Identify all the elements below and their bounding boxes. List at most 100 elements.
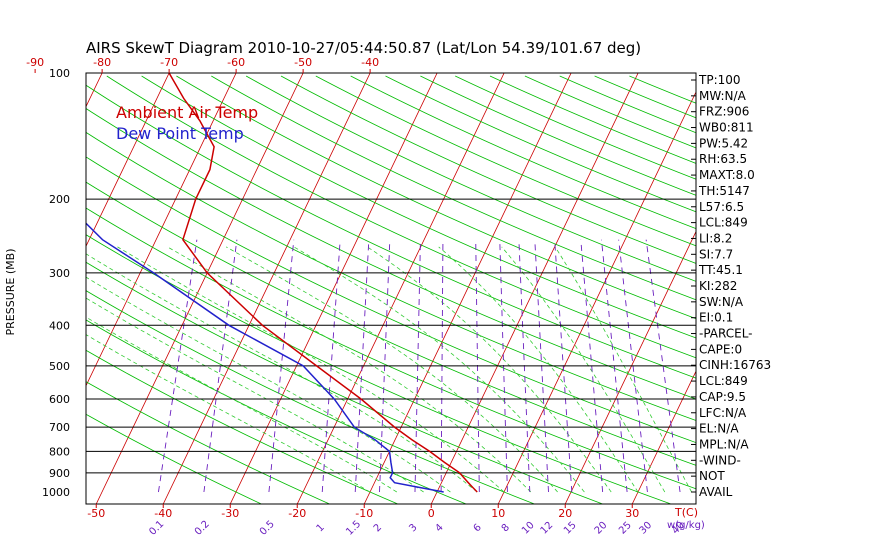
bottom-temp-label: 30: [625, 507, 639, 520]
index-item: -PARCEL-: [699, 327, 753, 341]
chart-title: AIRS SkewT Diagram 2010-10-27/05:44:50.8…: [86, 39, 641, 57]
index-item: -WIND-: [699, 453, 741, 467]
moist-adiabat-line: [501, 246, 666, 493]
series-layer: [86, 73, 478, 493]
bottom-temp-label: 20: [558, 507, 572, 520]
bottom-temp-label: -50: [87, 507, 105, 520]
isotherm-line: [95, 73, 304, 504]
index-item: LCL:849: [699, 216, 748, 230]
plot-frame: [85, 72, 697, 505]
bottom-temp-label: -10: [355, 507, 373, 520]
index-item: PW:5.42: [699, 136, 748, 150]
index-item: LI:8.2: [699, 231, 732, 245]
top-temp-label: -50: [294, 56, 312, 69]
pressure-tick-label: 1000: [42, 486, 70, 499]
bottom-temp-label: 0: [428, 507, 435, 520]
dry-adiabat-line: [86, 381, 330, 504]
moist-adiabat-line: [554, 246, 692, 493]
isotherm-line: [229, 73, 438, 504]
index-item: EI:0.1: [699, 311, 733, 325]
top-temp-label: -60: [227, 56, 245, 69]
index-item: SI:7.7: [699, 247, 733, 261]
dry-adiabat-line: [86, 84, 696, 379]
mixing-ratio-label: 8: [500, 522, 512, 534]
mixing-ratio-label: 3: [407, 522, 419, 534]
mixing-ratio-label: 12: [539, 520, 556, 537]
top-temp-label: -90: [26, 56, 44, 69]
dry-adiabat-line: [86, 349, 398, 504]
axis-layer: 1002003004005006007008009001000-120-110-…: [26, 56, 697, 538]
index-item: CAP:9.5: [699, 390, 746, 404]
index-item: TP:100: [698, 73, 741, 87]
moist-adiabat-line: [86, 276, 451, 493]
index-item: FRZ:906: [699, 105, 749, 119]
index-item: MAXT:8.0: [699, 168, 755, 182]
pressure-tick-label: 500: [49, 360, 70, 373]
temp-unit-label: T(C): [674, 506, 698, 519]
legend-ambient-air-temp: Ambient Air Temp: [116, 103, 258, 122]
index-item: EL:N/A: [699, 422, 739, 436]
grid-layer: [86, 73, 870, 504]
mixing-ratio-label: 25: [617, 520, 634, 537]
bottom-temp-label: -20: [288, 507, 306, 520]
dry-adiabat-line: [86, 181, 696, 466]
index-item: SW:N/A: [699, 295, 744, 309]
isotherm-line: [564, 230, 696, 504]
mixing-ratio-line: [645, 239, 681, 493]
index-item: WB0:811: [699, 121, 754, 135]
isotherm-line: [497, 91, 696, 504]
dry-adiabat-line: [86, 319, 467, 504]
isotherm-line: [86, 73, 170, 248]
dry-adiabat-line: [489, 75, 696, 164]
top-temp-label: -70: [160, 56, 178, 69]
index-item: KI:282: [699, 279, 737, 293]
index-item: AVAIL: [699, 485, 733, 499]
moist-adiabat-line: [226, 246, 558, 493]
index-item: CINH:16763: [699, 358, 771, 372]
moist-adiabat-line: [117, 246, 505, 493]
pressure-tick-label: 400: [49, 319, 70, 332]
bottom-temp-label: 10: [491, 507, 505, 520]
mixing-ratio-label: 0.5: [258, 519, 277, 538]
mixing-ratio-label: 2: [372, 522, 384, 534]
isotherm-line: [766, 73, 870, 504]
dry-adiabat-line: [350, 75, 696, 230]
pressure-tick-label: 200: [49, 193, 70, 206]
mixing-ratio-line: [203, 239, 238, 493]
legend-dew-point-temp: Dew Point Temp: [116, 124, 244, 143]
bottom-temp-label: -40: [154, 507, 172, 520]
index-item: MPL:N/A: [699, 437, 749, 451]
pressure-tick-label: 100: [49, 67, 70, 80]
dry-adiabat-line: [176, 75, 696, 320]
index-item: LCL:849: [699, 374, 748, 388]
dry-adiabat-line: [86, 234, 672, 504]
isotherm-line: [86, 73, 237, 387]
index-item: L57:6.5: [699, 200, 744, 214]
index-item: TH:5147: [698, 184, 750, 198]
mixing-ratio-label: 6: [472, 522, 484, 534]
mixing-ratio-label: 10: [520, 520, 537, 537]
dry-adiabat-line: [86, 413, 262, 504]
pressure-tick-label: 900: [49, 467, 70, 480]
moist-adiabat-line: [438, 246, 639, 493]
dew-point-temp-line: [86, 222, 444, 493]
index-item: MW:N/A: [699, 89, 747, 103]
isotherm-line: [296, 73, 505, 504]
index-item: LFC:N/A: [699, 406, 747, 420]
dry-adiabat-line: [455, 75, 696, 180]
dry-adiabat-line: [420, 75, 696, 196]
pressure-tick-label: 300: [49, 267, 70, 280]
dry-adiabat-line: [86, 207, 696, 490]
mixing-ratio-line: [157, 239, 198, 493]
mixing-ratio-label: 15: [562, 520, 579, 537]
pressure-tick-label: 600: [49, 393, 70, 406]
dry-adiabat-line: [86, 131, 696, 421]
dry-adiabat-line: [141, 75, 696, 339]
y-axis-label: PRESSURE (MB): [4, 249, 17, 336]
dry-adiabat-line: [524, 75, 696, 149]
index-item: CAPE:0: [699, 342, 742, 356]
dry-adiabat-line: [86, 156, 696, 444]
index-item: TT:45.1: [698, 263, 743, 277]
mixing-ratio-label: 4: [433, 522, 445, 534]
